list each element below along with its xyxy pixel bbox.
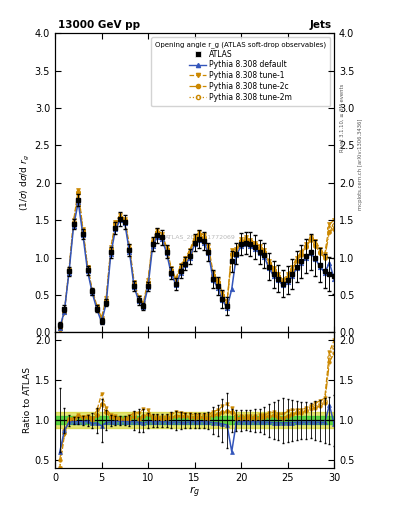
Bar: [55, 416, 334, 424]
X-axis label: $r_g$: $r_g$: [189, 485, 200, 500]
Legend: ATLAS, Pythia 8.308 default, Pythia 8.308 tune-1, Pythia 8.308 tune-2c, Pythia 8: ATLAS, Pythia 8.308 default, Pythia 8.30…: [151, 37, 330, 106]
Text: mcplots.cern.ch [arXiv:1306.3436]: mcplots.cern.ch [arXiv:1306.3436]: [358, 118, 363, 209]
Y-axis label: Ratio to ATLAS: Ratio to ATLAS: [23, 368, 32, 434]
Text: Jets: Jets: [309, 20, 331, 30]
Text: ATLAS_2019_I1772069: ATLAS_2019_I1772069: [165, 234, 235, 240]
Text: Rivet 3.1.10, ≥ 3M events: Rivet 3.1.10, ≥ 3M events: [340, 83, 345, 152]
Text: 13000 GeV pp: 13000 GeV pp: [58, 20, 140, 30]
Bar: [55, 413, 334, 429]
Y-axis label: $(1/\sigma)\ \mathrm{d}\sigma/\mathrm{d}\ r_g$: $(1/\sigma)\ \mathrm{d}\sigma/\mathrm{d}…: [19, 155, 32, 211]
